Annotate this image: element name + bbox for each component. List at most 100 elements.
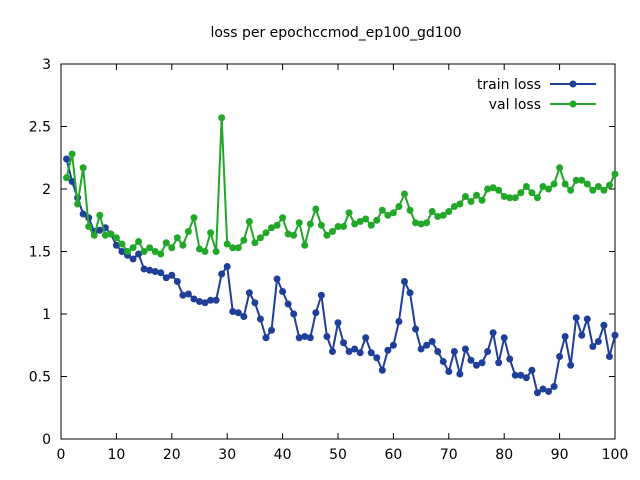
- data-point: [262, 334, 270, 342]
- data-point: [561, 180, 569, 188]
- data-point: [605, 353, 613, 360]
- axis-ticks: 0 10 20 30 40 50 60 70 80 90 100 0 0.5 1 1.5 2 2.5 3: [29, 57, 629, 463]
- data-point: [334, 319, 342, 327]
- data-point: [162, 239, 170, 247]
- data-point: [173, 278, 181, 285]
- data-point: [389, 209, 397, 217]
- data-point: [373, 354, 381, 362]
- data-point: [345, 209, 353, 217]
- data-point: [517, 371, 525, 379]
- data-point: [378, 366, 386, 374]
- data-point: [423, 219, 431, 227]
- data-point: [218, 270, 226, 278]
- data-point: [489, 329, 497, 337]
- data-point: [456, 200, 464, 208]
- data-point: [229, 308, 237, 315]
- data-point: [256, 315, 264, 323]
- data-point: [68, 178, 76, 185]
- data-point: [107, 230, 115, 238]
- data-point: [589, 186, 597, 194]
- data-point: [212, 296, 220, 304]
- x-tick-label: 50: [329, 447, 347, 463]
- data-point: [140, 248, 148, 255]
- legend-label: train loss: [477, 77, 541, 93]
- data-point: [218, 114, 226, 122]
- y-tick-label: 0: [42, 432, 51, 448]
- data-point: [273, 221, 281, 229]
- data-point: [556, 164, 564, 172]
- data-point: [467, 198, 475, 205]
- series-layer: [63, 114, 619, 397]
- data-point: [539, 385, 547, 393]
- data-point: [378, 206, 386, 214]
- data-point: [256, 234, 264, 242]
- data-point: [146, 244, 154, 252]
- data-point: [279, 214, 287, 222]
- data-point: [173, 234, 181, 242]
- data-point: [74, 200, 82, 208]
- data-point: [301, 333, 309, 340]
- data-point: [572, 314, 580, 322]
- data-point: [594, 183, 602, 190]
- data-point: [234, 309, 242, 317]
- data-point: [489, 184, 497, 192]
- data-point: [151, 268, 159, 275]
- series-val-loss: [63, 114, 619, 258]
- data-point: [522, 374, 530, 382]
- data-point: [456, 370, 464, 378]
- x-tick-label: 80: [495, 447, 513, 463]
- data-point: [600, 321, 608, 329]
- y-tick-label: 2: [42, 182, 51, 198]
- data-point: [406, 206, 414, 214]
- data-point: [317, 291, 325, 299]
- x-tick-label: 10: [107, 447, 125, 463]
- data-point: [196, 245, 203, 253]
- data-point: [434, 213, 442, 220]
- data-point: [367, 221, 375, 229]
- data-point: [428, 208, 436, 215]
- data-point: [245, 289, 253, 297]
- data-point: [262, 229, 270, 237]
- data-point: [461, 193, 469, 200]
- y-tick-label: 1: [42, 307, 51, 323]
- data-point: [312, 205, 320, 213]
- data-point: [146, 266, 154, 274]
- data-point: [395, 203, 403, 210]
- data-point: [556, 353, 564, 360]
- x-tick-label: 40: [274, 447, 292, 463]
- data-point: [323, 231, 331, 239]
- data-point: [234, 244, 242, 252]
- data-point: [129, 255, 137, 263]
- data-point: [351, 220, 359, 228]
- data-point: [240, 313, 248, 320]
- data-point: [567, 361, 575, 369]
- data-point: [284, 230, 292, 238]
- data-point: [317, 221, 325, 229]
- legend-marker: [569, 100, 577, 108]
- data-point: [545, 185, 553, 193]
- data-point: [384, 346, 392, 354]
- data-point: [545, 388, 553, 395]
- data-point: [450, 203, 458, 210]
- data-point: [362, 215, 370, 223]
- series-train-loss: [63, 155, 619, 397]
- data-point: [539, 183, 547, 190]
- data-point: [567, 186, 575, 194]
- data-point: [356, 218, 364, 225]
- data-point: [589, 343, 597, 350]
- data-point: [583, 180, 591, 188]
- data-point: [101, 231, 109, 239]
- data-point: [533, 389, 541, 397]
- data-point: [63, 174, 71, 182]
- data-point: [367, 349, 375, 357]
- data-point: [500, 193, 508, 200]
- data-point: [412, 219, 420, 227]
- chart-title: loss per epochccmod_ep100_gd100: [210, 25, 461, 41]
- data-point: [605, 181, 613, 189]
- data-point: [522, 183, 530, 190]
- x-tick-label: 100: [602, 447, 629, 463]
- data-point: [118, 240, 126, 248]
- data-point: [434, 348, 442, 355]
- data-point: [506, 194, 514, 202]
- data-point: [135, 250, 143, 258]
